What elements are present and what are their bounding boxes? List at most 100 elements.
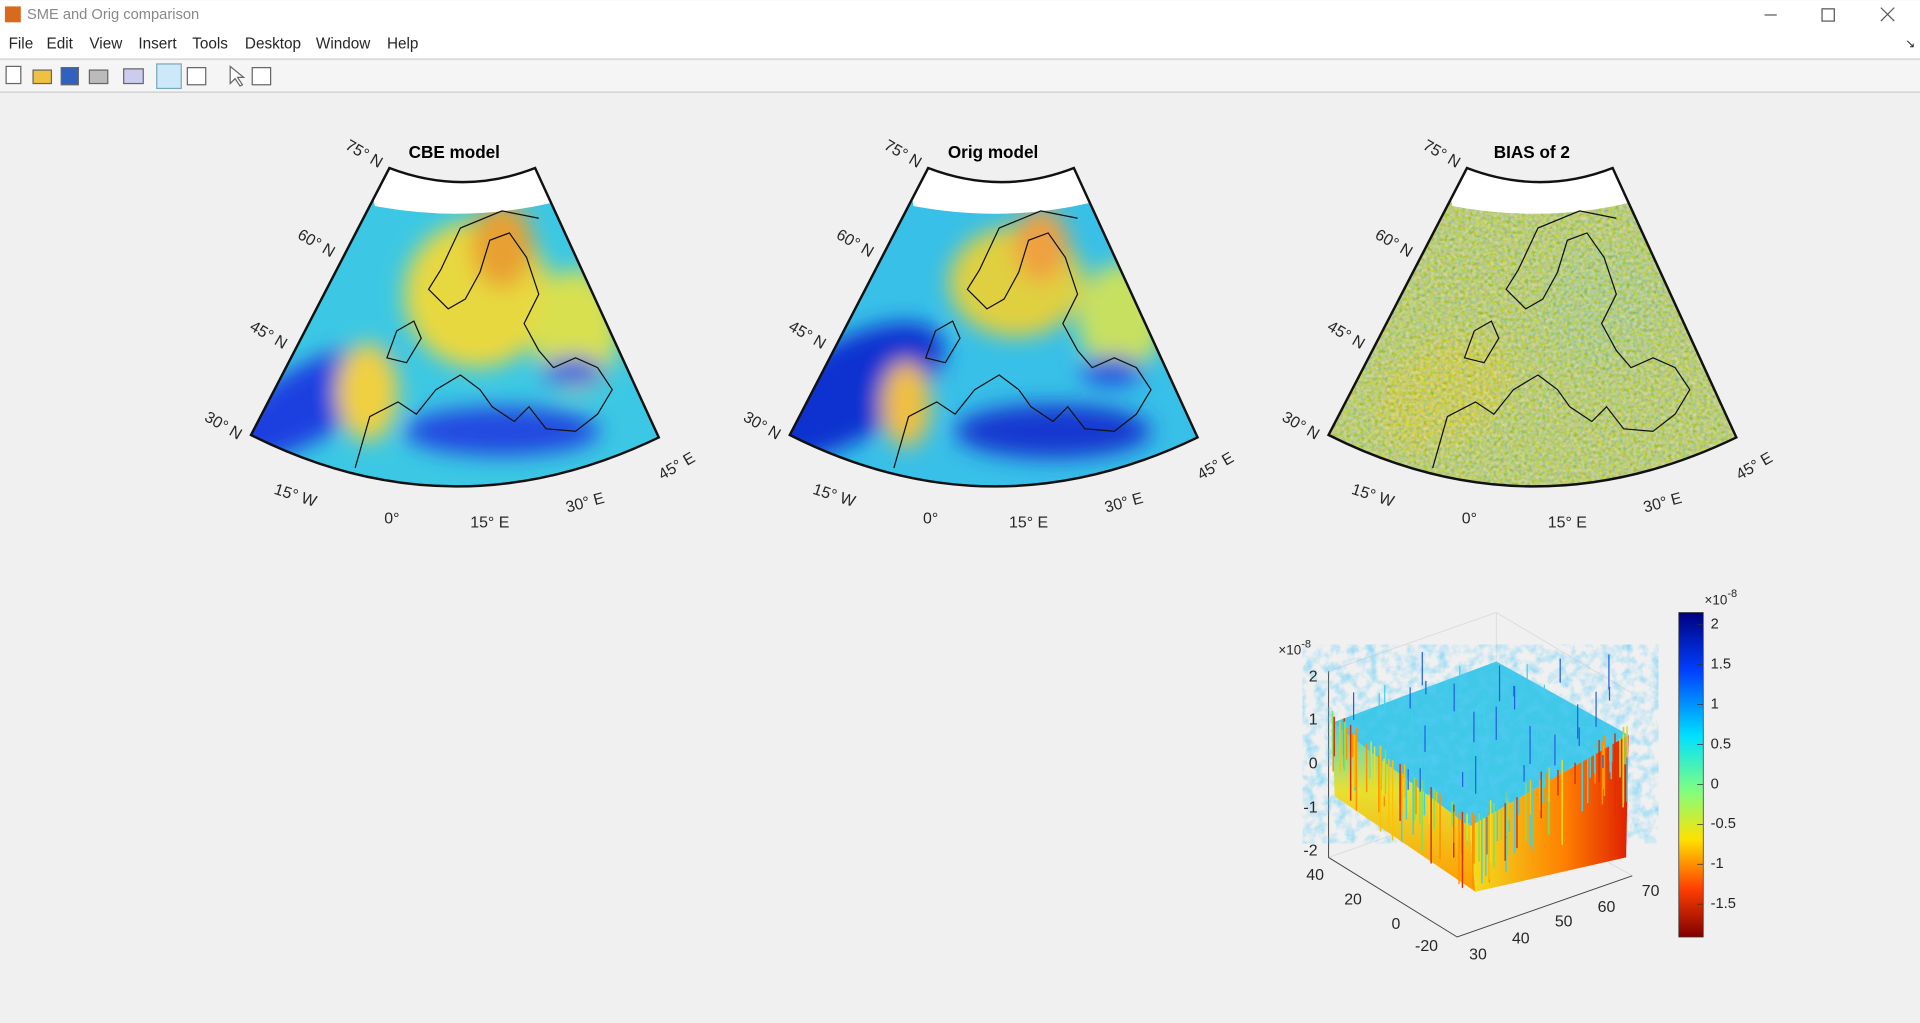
z-tick-label: 2 — [1309, 669, 1318, 686]
menu-item[interactable]: File — [9, 35, 34, 52]
print-button[interactable] — [88, 69, 109, 85]
map-title: Orig model — [948, 142, 1038, 162]
z-exponent: ×10-8 — [1278, 638, 1311, 657]
lat-label: 60° N — [1372, 226, 1415, 261]
lon-label: 30° E — [1642, 490, 1684, 517]
lon-label: 15° E — [1009, 514, 1048, 531]
lon-label: 0° — [923, 511, 938, 528]
map-blob — [1013, 208, 1068, 282]
lat-label: 75° N — [881, 137, 924, 172]
lon-label: 45° E — [1733, 449, 1775, 483]
map-blob — [789, 322, 944, 462]
lat-label: 45° N — [786, 318, 829, 353]
surface-axes — [1328, 671, 1633, 938]
colorbar-tick-label: 0 — [1711, 776, 1719, 792]
x-tick-label: 40 — [1512, 931, 1530, 948]
colorbar-tick-label: 0.5 — [1711, 736, 1731, 752]
lat-label: 75° N — [1420, 137, 1463, 172]
colorbar-tick-label: 1 — [1711, 696, 1719, 712]
menu-bar — [0, 29, 1920, 60]
map-blob — [1081, 356, 1143, 386]
toolbar — [0, 60, 1920, 93]
lon-label: 0° — [1462, 511, 1477, 528]
colorbar-tick-label: 2 — [1711, 617, 1719, 633]
save-button[interactable] — [60, 67, 79, 86]
colorbar — [1678, 612, 1704, 938]
menu-item[interactable]: Edit — [47, 35, 74, 52]
lat-label: 30° N — [740, 409, 783, 444]
map-blobs — [251, 202, 619, 463]
map-frame — [788, 166, 1200, 488]
lon-label: 15° W — [272, 481, 319, 511]
colorbar-toggle[interactable] — [156, 63, 182, 90]
title-bar — [0, 0, 1920, 30]
map-blob — [404, 406, 600, 456]
lat-label: 60° N — [833, 226, 876, 261]
map-noise — [1328, 168, 1737, 487]
lat-label: 45° N — [1324, 318, 1367, 353]
colorbar-tick-label: -1 — [1711, 856, 1724, 872]
z-tick-label: 0 — [1309, 756, 1318, 773]
lat-label: 30° N — [1279, 409, 1322, 444]
x-tick-label: 60 — [1598, 899, 1616, 916]
property-button[interactable] — [251, 67, 272, 86]
z-tick-label: -2 — [1303, 842, 1317, 859]
y-tick-label: 40 — [1306, 867, 1324, 884]
map-axes: Orig model 75° N 60° N 45° N 30° N 15° W 0° 15°… — [740, 137, 1237, 531]
lon-label: 15° E — [1548, 514, 1587, 531]
surface-plot — [1331, 652, 1629, 892]
x-tick-label: 70 — [1642, 883, 1660, 900]
menu-item[interactable]: Insert — [138, 35, 177, 52]
map-axes: CBE model 75° N 60° N 45° N 30° N 15° W 0° 15° … — [201, 137, 698, 531]
menu-item[interactable]: View — [89, 35, 123, 52]
coastline — [893, 210, 1152, 469]
z-tick-label: 1 — [1309, 711, 1318, 728]
x-tick-label: 50 — [1555, 914, 1573, 931]
lon-label: 45° E — [656, 449, 698, 483]
close-button[interactable] — [1880, 7, 1895, 22]
new-button[interactable] — [5, 65, 22, 85]
y-tick-label: 0 — [1391, 916, 1400, 933]
menu-item[interactable]: Help — [387, 35, 418, 52]
map-field — [1328, 168, 1737, 487]
lon-label: 30° E — [564, 490, 606, 517]
lon-label: 30° E — [1103, 490, 1145, 517]
x-tick-label: 30 — [1469, 947, 1487, 964]
lat-label: 60° N — [295, 226, 338, 261]
window-title: SME and Orig comparison — [27, 7, 199, 23]
map-blob — [471, 202, 533, 289]
map-blob — [881, 361, 931, 448]
map-field — [251, 168, 659, 487]
y-tick-label: 20 — [1344, 891, 1362, 908]
restore-button[interactable] — [1821, 8, 1835, 22]
select-button[interactable] — [229, 65, 246, 87]
map-frame — [249, 166, 661, 488]
colorbar-tick-label: 1.5 — [1711, 657, 1731, 673]
map-axes: BIAS of 2 75° N 60° N 45° N 30° N 15° W 0° 15° … — [1279, 137, 1776, 531]
colorbar-tick-label: -0.5 — [1711, 816, 1736, 832]
lon-label: 45° E — [1195, 449, 1237, 483]
lon-label: 15° W — [811, 481, 858, 511]
print-preview-button[interactable] — [123, 68, 144, 85]
coastline — [1432, 210, 1691, 469]
map-blob — [336, 343, 398, 442]
menu-item[interactable]: Window — [316, 35, 371, 52]
lon-label: 15° E — [470, 514, 509, 531]
map-title: CBE model — [409, 142, 500, 162]
menu-item[interactable]: Tools — [192, 35, 228, 52]
lon-label: 15° W — [1349, 481, 1396, 511]
map-blob — [955, 404, 1152, 459]
app-icon — [4, 6, 21, 23]
colorbar-tick-label: -1.5 — [1711, 896, 1736, 912]
lat-label: 45° N — [247, 318, 290, 353]
legend-toggle[interactable] — [186, 67, 207, 86]
open-button[interactable] — [32, 69, 53, 85]
dock-arrow[interactable]: ↘ — [1905, 37, 1915, 51]
colorbar-exponent: ×10-8 — [1704, 588, 1737, 607]
menu-item[interactable]: Desktop — [245, 35, 301, 52]
map-field — [789, 168, 1198, 487]
y-tick-label: -20 — [1415, 938, 1438, 955]
lon-label: 0° — [384, 511, 399, 528]
